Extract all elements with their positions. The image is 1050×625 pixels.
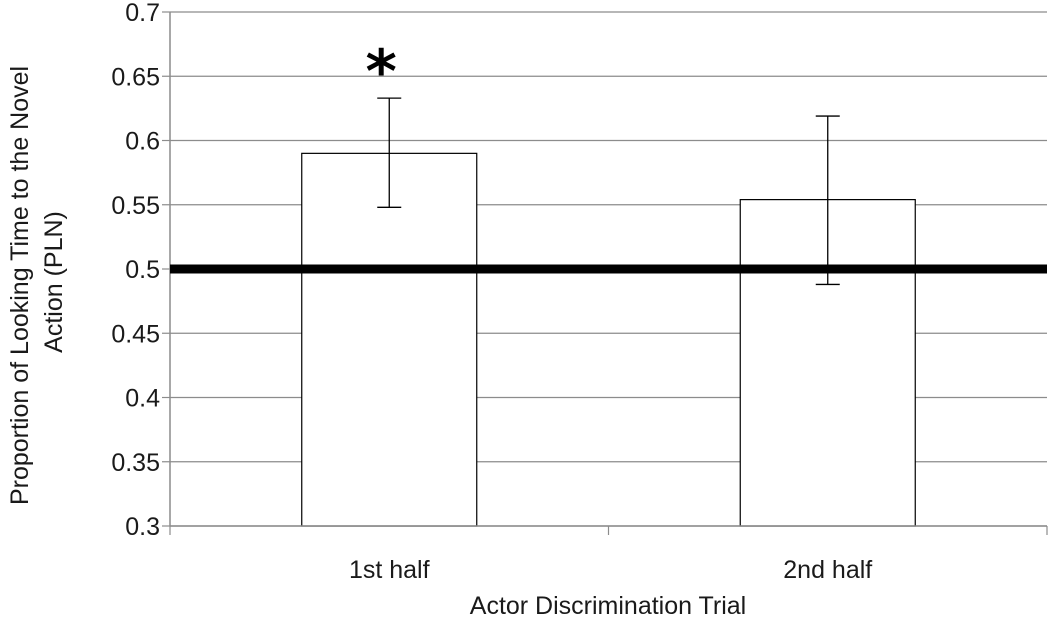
y-axis-title-line-1: Proportion of Looking Time to the Novel — [6, 66, 34, 505]
y-tick-label-3: 0.45 — [111, 320, 160, 348]
annotations: * — [366, 37, 397, 107]
bars — [301, 152, 916, 527]
y-tick-label-5: 0.55 — [111, 192, 160, 220]
error-bars — [377, 97, 840, 286]
y-tick-label-1: 0.35 — [111, 449, 160, 477]
y-tick-label-6: 0.6 — [125, 128, 160, 156]
y-tick-label-2: 0.4 — [125, 385, 160, 413]
x-tick-label-2: 2nd half — [783, 556, 872, 584]
bar-1 — [301, 152, 478, 527]
y-tick-label-4: 0.5 — [125, 256, 160, 284]
y-axis-title-line-2: Action (PLN) — [40, 211, 68, 353]
y-tick-label-0: 0.3 — [125, 513, 160, 541]
y-tick-label-7: 0.65 — [111, 63, 160, 91]
significance-asterisk-1: * — [366, 37, 397, 107]
x-tick-label-1: 1st half — [349, 556, 430, 584]
y-tick-label-8: 0.7 — [125, 0, 160, 27]
x-axis-title: Actor Discrimination Trial — [470, 592, 746, 620]
tick-labels: 0.3 0.35 0.4 0.45 0.5 0.55 0.6 0.65 0.7 1st half 2… — [111, 0, 872, 584]
y-axis-title: Proportion of Looking Time to the Novel … — [6, 59, 68, 505]
